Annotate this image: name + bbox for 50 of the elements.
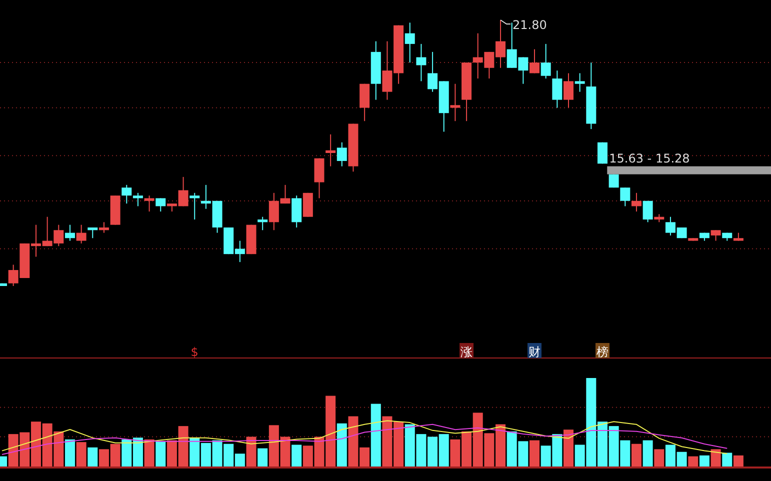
bar <box>722 452 732 467</box>
bar <box>699 455 710 467</box>
candlestick <box>190 192 200 220</box>
candlestick <box>144 195 154 212</box>
candlestick <box>336 142 347 167</box>
bar <box>564 430 574 467</box>
bar <box>292 444 302 467</box>
bar <box>76 442 86 467</box>
candlestick <box>122 184 132 204</box>
candlestick <box>540 43 551 80</box>
candlestick <box>642 200 653 223</box>
candlestick <box>450 83 460 122</box>
bar <box>144 439 154 467</box>
bar <box>710 449 721 467</box>
candlestick <box>302 192 313 218</box>
candlestick <box>292 195 302 228</box>
candlestick <box>564 72 574 108</box>
candlestick <box>258 216 268 231</box>
candlestick <box>360 83 370 122</box>
candlestick <box>156 198 166 212</box>
bar <box>64 439 75 467</box>
bar <box>258 448 268 467</box>
band-label: 15.63 - 15.28 <box>609 151 690 166</box>
bar <box>733 455 744 467</box>
annotation: 21.80 <box>512 18 547 32</box>
candlestick <box>64 224 75 242</box>
candlestick <box>530 48 540 74</box>
candlestick <box>98 222 109 234</box>
bar <box>336 423 347 467</box>
bar <box>156 441 166 467</box>
candlestick <box>132 192 143 207</box>
bar <box>530 440 540 467</box>
candlestick <box>76 224 86 244</box>
candlestick <box>314 158 324 199</box>
candlestick <box>631 192 642 212</box>
bar <box>654 449 664 467</box>
candlestick <box>620 187 630 207</box>
bar <box>688 456 698 467</box>
bar <box>642 440 653 467</box>
bar <box>370 404 381 467</box>
bar <box>88 447 98 467</box>
candlestick <box>404 22 415 64</box>
candlestick <box>326 134 336 167</box>
bar <box>246 436 256 467</box>
bar <box>631 444 642 467</box>
candlestick <box>574 72 585 92</box>
candlestick <box>416 43 426 82</box>
candlestick <box>552 70 562 108</box>
text: $ <box>190 345 198 359</box>
candlestick <box>710 230 721 242</box>
